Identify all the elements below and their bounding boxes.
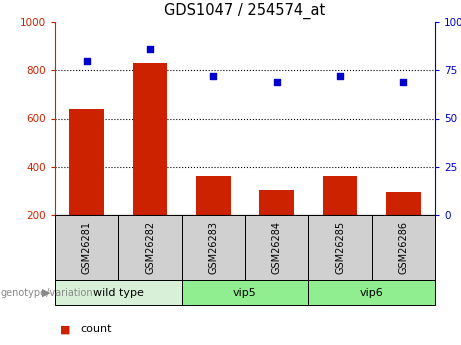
Text: vip6: vip6 (360, 287, 384, 297)
Point (146, 46, 154, 52)
Point (273, 79, 280, 85)
Text: ▶: ▶ (42, 287, 50, 297)
Text: GSM26284: GSM26284 (272, 221, 282, 274)
Text: wild type: wild type (93, 287, 144, 297)
Bar (386, 192, 421, 215)
Point (83, 58, 90, 63)
Point (400, 79, 407, 85)
Text: GSM26283: GSM26283 (208, 221, 219, 274)
Text: genotype/variation: genotype/variation (1, 287, 94, 297)
Text: GSM26281: GSM26281 (82, 221, 92, 274)
Text: GSM26282: GSM26282 (145, 221, 155, 274)
Bar (323, 176, 357, 215)
Point (210, 73, 217, 79)
Bar (259, 190, 294, 215)
Title: GDS1047 / 254574_at: GDS1047 / 254574_at (165, 3, 325, 19)
Bar (69, 109, 104, 215)
Text: GSM26286: GSM26286 (398, 221, 408, 274)
Text: GSM26285: GSM26285 (335, 221, 345, 274)
Point (337, 73, 344, 79)
Bar (133, 63, 167, 215)
Text: ■: ■ (59, 324, 70, 334)
Bar (196, 176, 231, 215)
Text: vip5: vip5 (233, 287, 257, 297)
Text: count: count (80, 324, 112, 334)
